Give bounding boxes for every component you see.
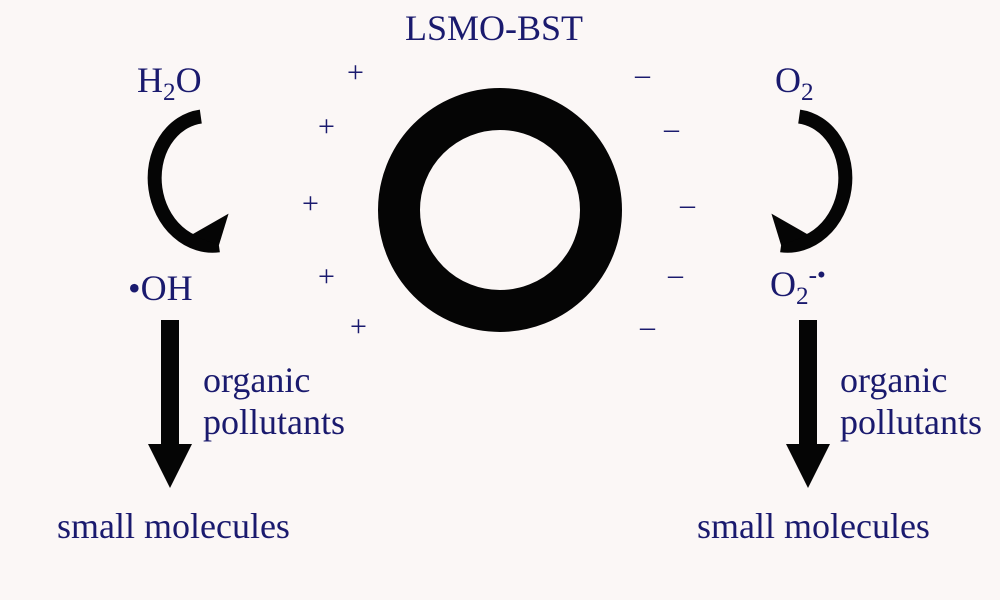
- curved-arrow-left: [140, 102, 250, 263]
- title-label: LSMO-BST: [405, 8, 583, 49]
- oh-radical-label: •OH: [128, 268, 193, 309]
- organic-right-line2: pollutants: [840, 402, 982, 443]
- organic-right-line1: organic: [840, 360, 947, 401]
- organic-left-line2: pollutants: [203, 402, 345, 443]
- plus-charge-3: +: [302, 187, 319, 221]
- down-arrow-right: [788, 320, 828, 488]
- o2-minus-label: O2-•: [770, 262, 826, 312]
- minus-charge-2: –: [664, 112, 679, 146]
- small-molecules-right: small molecules: [697, 506, 930, 547]
- plus-charge-1: +: [347, 56, 364, 90]
- o2-label: O2: [775, 60, 814, 108]
- plus-charge-2: +: [318, 110, 335, 144]
- curved-arrow-right: [750, 102, 860, 263]
- h2o-label: H2O: [137, 60, 202, 108]
- center-ring: [378, 88, 622, 332]
- plus-charge-5: +: [350, 310, 367, 344]
- minus-charge-5: –: [640, 310, 655, 344]
- small-molecules-left: small molecules: [57, 506, 290, 547]
- plus-charge-4: +: [318, 260, 335, 294]
- minus-charge-1: –: [635, 58, 650, 92]
- down-arrow-left: [150, 320, 190, 488]
- organic-left-line1: organic: [203, 360, 310, 401]
- minus-charge-3: –: [680, 188, 695, 222]
- diagram-stage: { "canvas": { "width": 1000, "height": 6…: [0, 0, 1000, 600]
- minus-charge-4: –: [668, 258, 683, 292]
